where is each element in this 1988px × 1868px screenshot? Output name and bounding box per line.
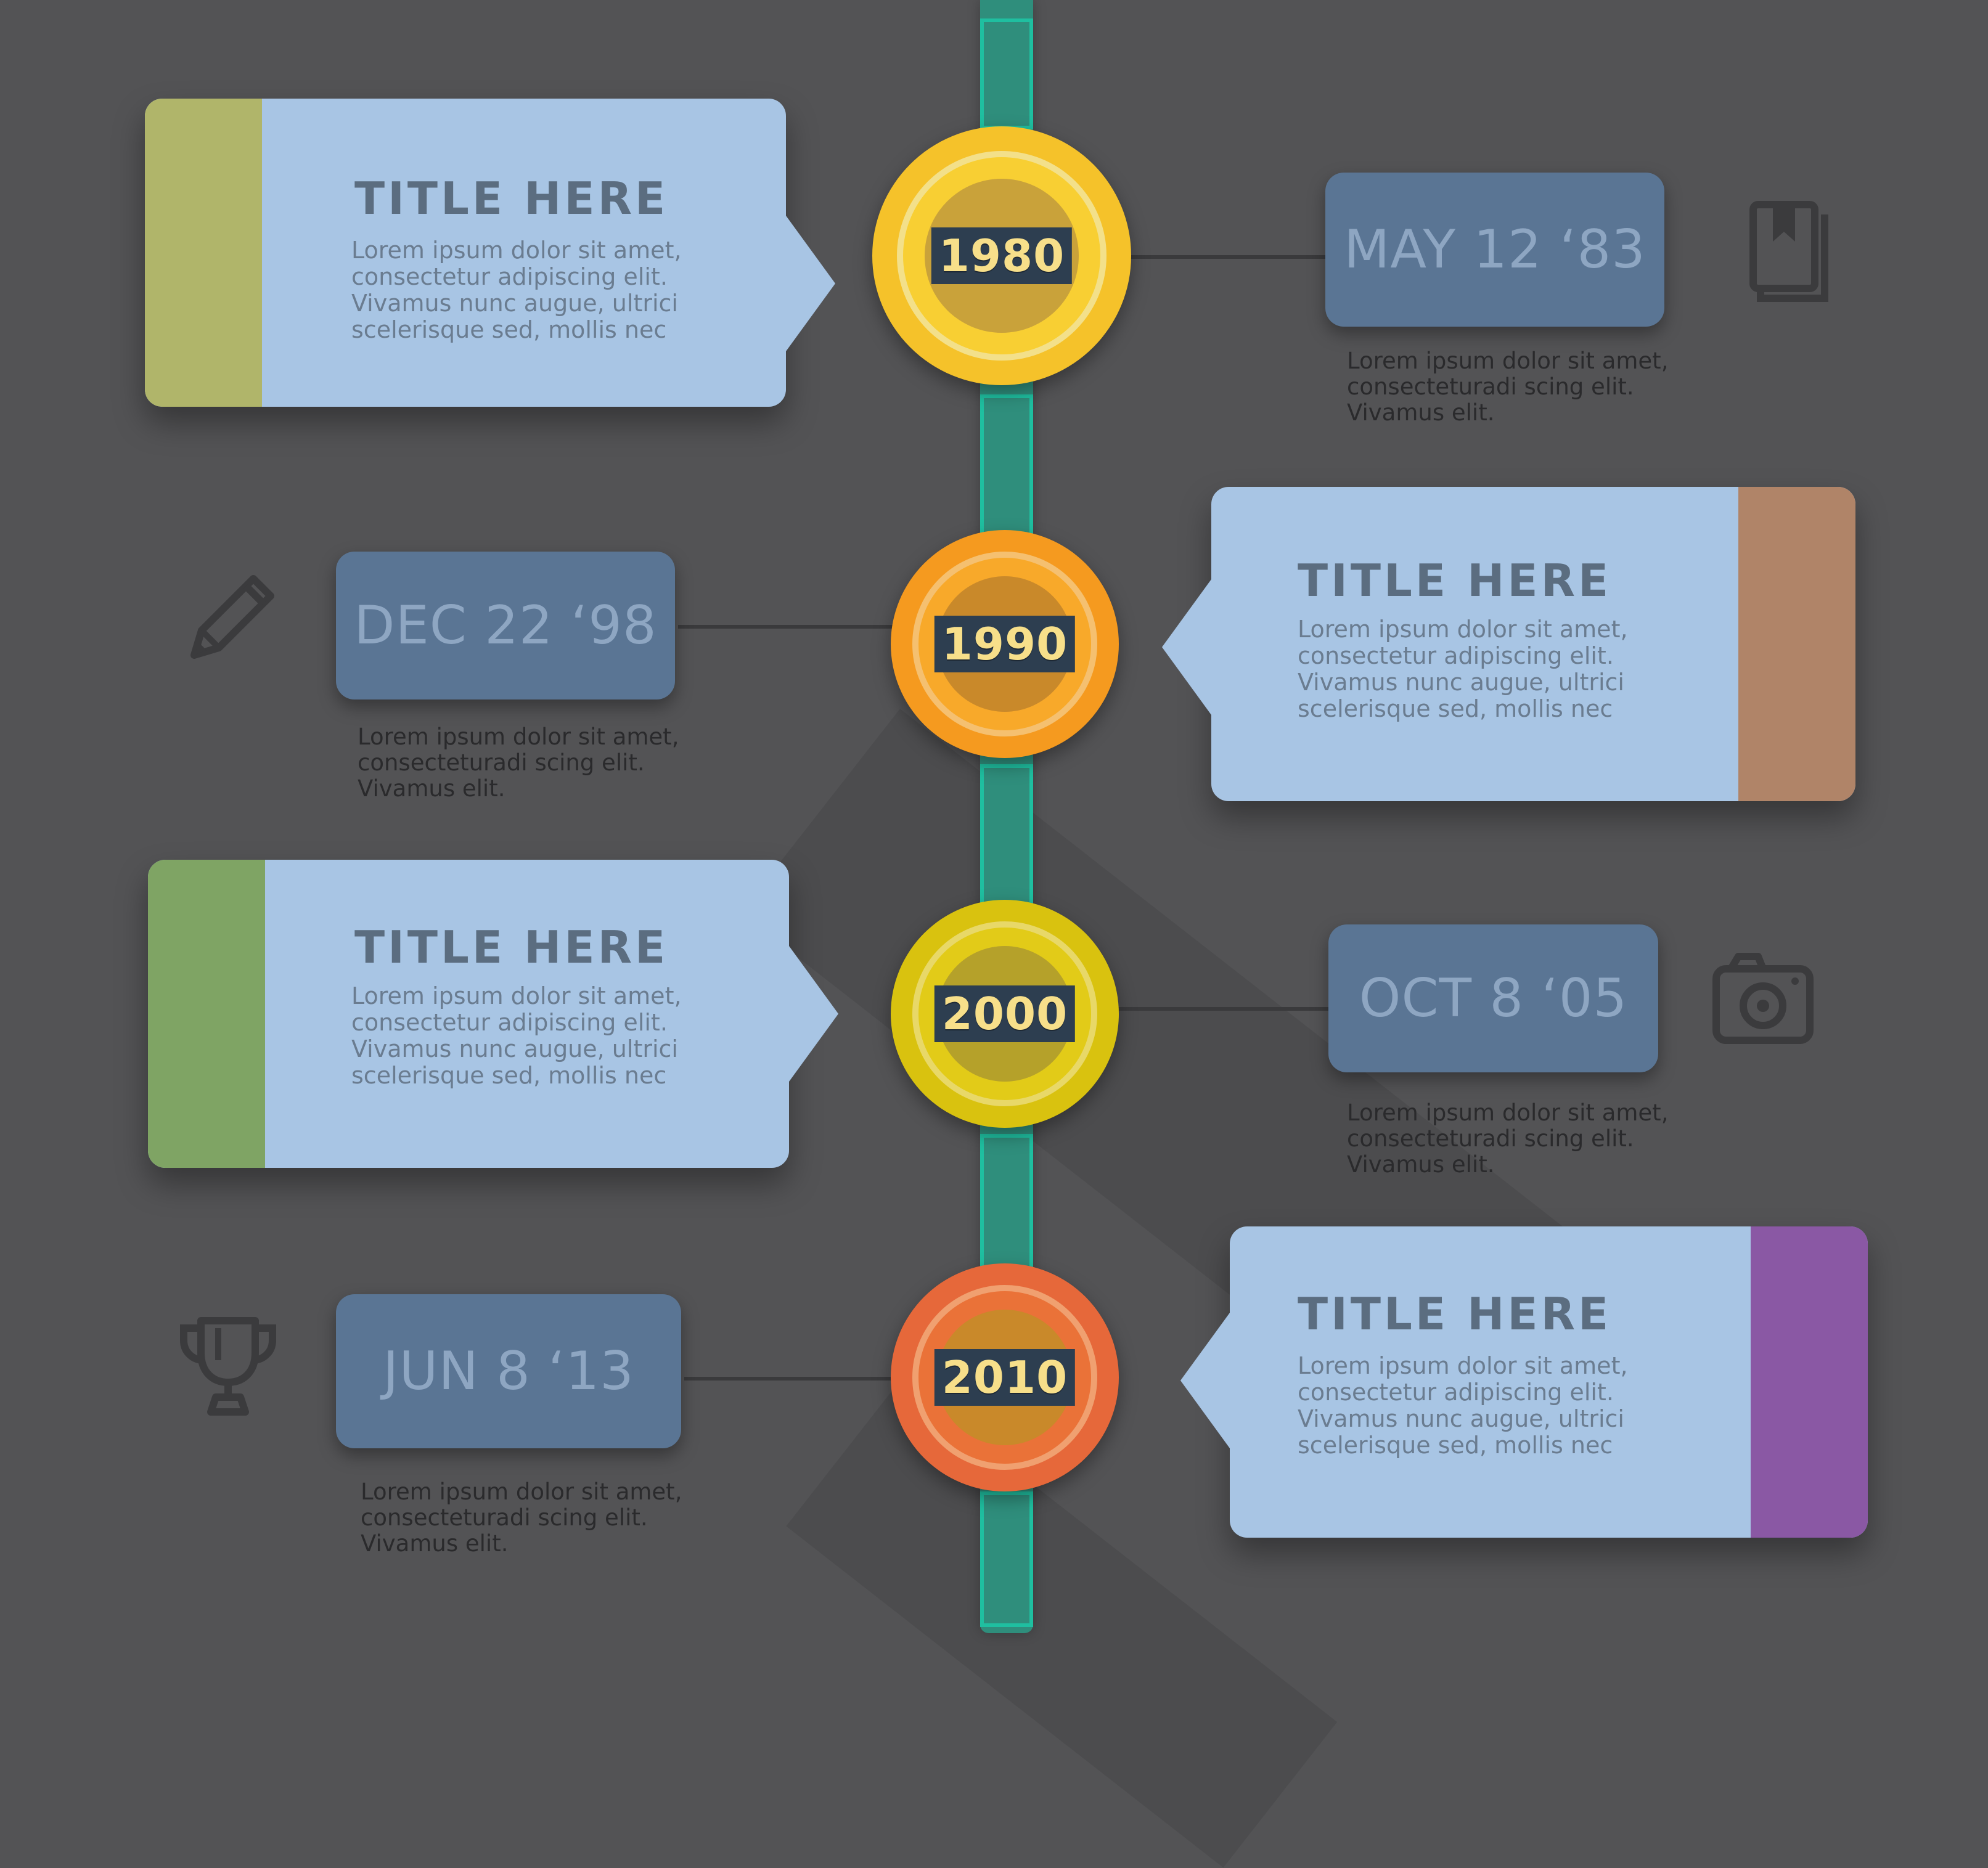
card-body: Lorem ipsum dolor sit amet, consectetur … (1298, 1352, 1628, 1459)
card-pointer (789, 946, 838, 1082)
timeline-segment (980, 394, 1033, 542)
timeline-segment (980, 1491, 1033, 1627)
date-caption: Lorem ipsum dolor sit amet, consectetura… (361, 1478, 682, 1557)
date-pill-1983: MAY 12 ‘83 (1325, 173, 1664, 327)
event-card-2000: TITLE HERE Lorem ipsum dolor sit amet, c… (148, 860, 838, 1168)
date-label: DEC 22 ‘98 (354, 595, 657, 656)
connector-line (678, 625, 925, 629)
date-caption: Lorem ipsum dolor sit amet, consectetura… (358, 724, 679, 802)
year-label: 2010 (934, 1349, 1076, 1406)
card-title: TITLE HERE (1298, 1288, 1612, 1340)
connector-line (684, 1377, 931, 1381)
card-title: TITLE HERE (354, 173, 669, 224)
year-medal-2000: 2000 (891, 900, 1119, 1128)
date-caption: Lorem ipsum dolor sit amet, consectetura… (1347, 1099, 1669, 1178)
card-title: TITLE HERE (354, 921, 669, 973)
date-label: MAY 12 ‘83 (1344, 219, 1646, 280)
card-body: Lorem ipsum dolor sit amet, consectetur … (351, 237, 682, 343)
date-pill-1998: DEC 22 ‘98 (336, 552, 675, 699)
date-label: OCT 8 ‘05 (1359, 968, 1628, 1029)
year-label: 1990 (934, 616, 1076, 672)
camera-icon (1701, 937, 1825, 1060)
year-label: 1980 (931, 227, 1073, 284)
date-caption: Lorem ipsum dolor sit amet, consectetura… (1347, 348, 1669, 426)
bookmark-book-icon (1726, 185, 1849, 308)
year-label: 2000 (934, 985, 1076, 1042)
connector-line (1116, 1007, 1331, 1011)
card-accent-strip (1751, 1226, 1868, 1538)
trophy-icon (166, 1303, 290, 1427)
card-accent-strip (145, 99, 262, 407)
event-card-1980: TITLE HERE Lorem ipsum dolor sit amet, c… (145, 99, 835, 407)
timeline-segment (980, 18, 1033, 129)
date-label: JUN 8 ‘13 (383, 1340, 634, 1402)
card-pointer (1162, 579, 1211, 715)
date-pill-2013: JUN 8 ‘13 (336, 1294, 681, 1448)
card-accent-strip (148, 860, 265, 1168)
pencil-icon (170, 552, 293, 675)
year-medal-2010: 2010 (891, 1263, 1119, 1491)
date-pill-2005: OCT 8 ‘05 (1328, 924, 1658, 1072)
card-title: TITLE HERE (1298, 555, 1612, 606)
card-body: Lorem ipsum dolor sit amet, consectetur … (1298, 616, 1628, 722)
event-card-2010: TITLE HERE Lorem ipsum dolor sit amet, c… (1180, 1226, 1868, 1538)
card-pointer (786, 216, 835, 351)
connector-line (1128, 255, 1331, 259)
card-pointer (1180, 1313, 1230, 1448)
card-accent-strip (1738, 487, 1855, 801)
card-body: Lorem ipsum dolor sit amet, consectetur … (351, 982, 682, 1089)
timeline-segment (980, 1134, 1033, 1282)
year-medal-1990: 1990 (891, 530, 1119, 758)
event-card-1990: TITLE HERE Lorem ipsum dolor sit amet, c… (1162, 487, 1855, 801)
timeline-segment (980, 764, 1033, 912)
year-medal-1980: 1980 (872, 126, 1131, 385)
